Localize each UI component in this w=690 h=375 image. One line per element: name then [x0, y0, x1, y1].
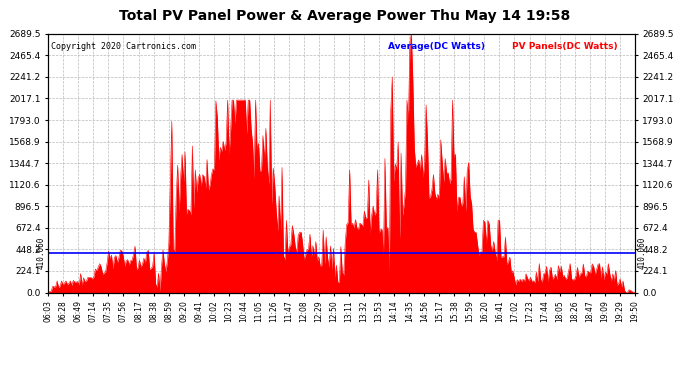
Text: PV Panels(DC Watts): PV Panels(DC Watts): [512, 42, 618, 51]
Text: Total PV Panel Power & Average Power Thu May 14 19:58: Total PV Panel Power & Average Power Thu…: [119, 9, 571, 23]
Text: 410.060: 410.060: [638, 237, 647, 269]
Text: 410.060: 410.060: [37, 237, 46, 269]
Text: Copyright 2020 Cartronics.com: Copyright 2020 Cartronics.com: [51, 42, 196, 51]
Text: Average(DC Watts): Average(DC Watts): [388, 42, 486, 51]
